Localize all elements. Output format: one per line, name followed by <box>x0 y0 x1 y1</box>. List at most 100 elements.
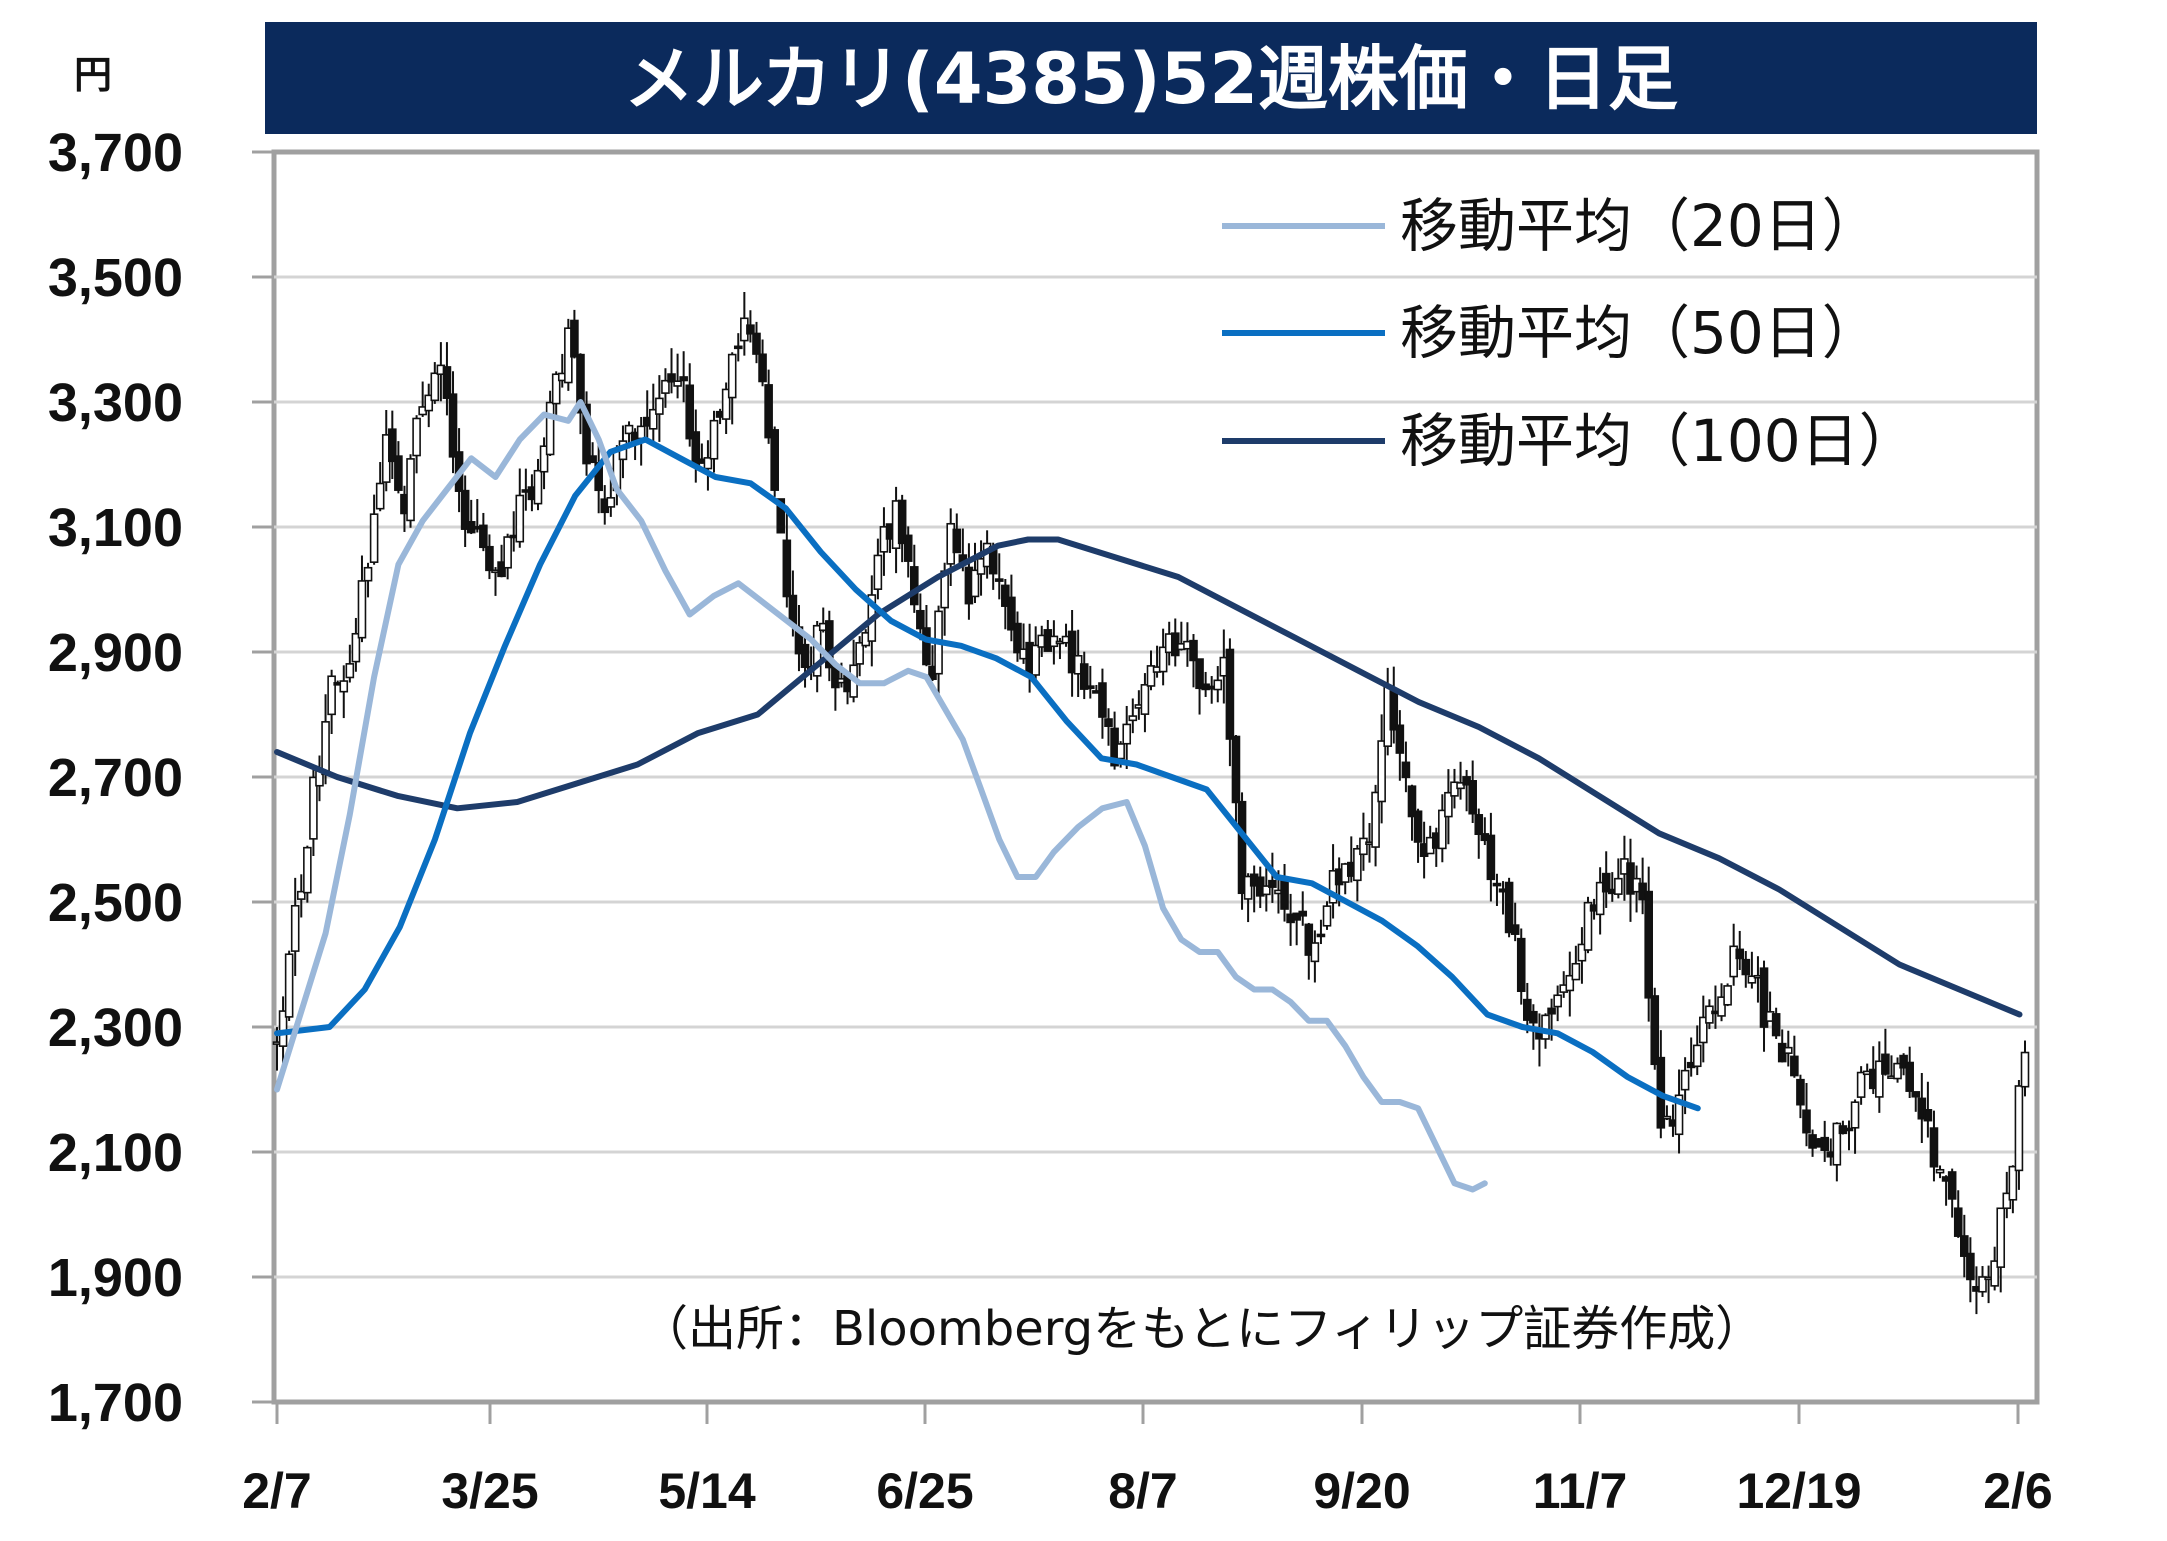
candle <box>1917 1073 1927 1144</box>
candle <box>903 526 913 578</box>
candle <box>1832 1122 1842 1182</box>
candle-body <box>1680 1069 1690 1091</box>
candle-body <box>460 489 470 530</box>
y-tick-label: 1,900 <box>48 1248 183 1308</box>
candle <box>351 617 361 672</box>
candle <box>1953 1190 1963 1238</box>
candle <box>1583 896 1593 954</box>
candle-body <box>1359 837 1368 856</box>
candle <box>1571 945 1581 981</box>
candle <box>1486 812 1496 902</box>
y-tick-label: 3,700 <box>48 123 183 183</box>
legend: 移動平均（20日） 移動平均（50日） 移動平均（100日） <box>1222 192 1917 475</box>
candle-body <box>296 890 306 900</box>
candle-body <box>1644 890 1653 999</box>
candle <box>375 462 385 512</box>
candle-body <box>363 566 373 582</box>
candle-body <box>375 482 385 510</box>
candle-body <box>1547 1007 1556 1015</box>
candle <box>1122 705 1132 770</box>
candle <box>1796 1074 1805 1119</box>
candle <box>1996 1207 2006 1293</box>
y-axis-ticks: 1,700 1,900 2,100 2,300 2,500 2,700 2,900 3,100… <box>48 123 274 1433</box>
legend-label-ma100: 移動平均（100日） <box>1400 407 1917 475</box>
candle-body <box>284 953 294 1018</box>
candle-body <box>970 569 980 598</box>
candle-body <box>357 580 367 639</box>
candlesticks <box>272 291 2030 1315</box>
candle-body <box>1614 877 1623 895</box>
candle <box>1850 1099 1860 1154</box>
candle-body <box>1280 880 1289 910</box>
candle-body <box>1783 1046 1793 1054</box>
candle <box>873 538 883 600</box>
candle <box>1911 1091 1921 1112</box>
candle <box>952 513 962 554</box>
candle <box>897 494 907 563</box>
candle <box>1717 983 1726 1022</box>
candle <box>994 553 1004 600</box>
candle-body <box>1674 1094 1684 1136</box>
candle <box>1662 1105 1672 1121</box>
candle-body <box>570 319 579 358</box>
candle <box>1510 902 1520 942</box>
candle-body <box>1237 800 1247 895</box>
y-tick-label: 2,700 <box>48 748 183 808</box>
candle-body <box>855 642 864 665</box>
candle <box>1790 1035 1799 1078</box>
candle <box>460 475 470 548</box>
candle-body <box>1304 923 1314 956</box>
candle-body <box>655 397 664 415</box>
candle <box>1079 651 1089 700</box>
candle-body <box>1583 901 1593 951</box>
candle <box>1304 922 1314 980</box>
x-tick-label: 11/7 <box>1533 1463 1628 1519</box>
candle <box>1353 844 1362 902</box>
candle <box>1674 1069 1684 1154</box>
y-tick-label: 2,500 <box>48 873 183 933</box>
candle <box>1978 1266 1987 1297</box>
candle-body <box>1881 1053 1890 1075</box>
candle <box>448 371 458 474</box>
x-tick-label: 12/19 <box>1736 1463 1861 1519</box>
candle-body <box>1771 1013 1781 1037</box>
candle-body <box>1492 882 1502 887</box>
candle-body <box>1595 881 1605 916</box>
candle <box>1893 1057 1902 1083</box>
candle <box>1692 1025 1702 1076</box>
candle-body <box>1729 945 1738 978</box>
candle <box>1316 919 1326 945</box>
candle-body <box>1371 791 1380 848</box>
candle-body <box>1565 974 1575 992</box>
candle-body <box>673 380 682 387</box>
candle-body <box>685 384 695 440</box>
candle-body <box>661 379 670 394</box>
candle-body <box>1966 1252 1975 1281</box>
candle-body <box>1917 1097 1927 1120</box>
candle <box>1735 930 1745 971</box>
candle-body <box>1650 995 1660 1066</box>
candle <box>1298 891 1308 926</box>
candle-body <box>1353 847 1362 882</box>
candle <box>1966 1237 1975 1303</box>
candle-body <box>479 524 488 549</box>
candle-body <box>1529 1010 1538 1024</box>
candle-body <box>442 366 452 399</box>
x-tick-label: 6/25 <box>876 1463 973 1519</box>
candle <box>1158 628 1168 686</box>
candle-body <box>606 497 616 508</box>
candle-body <box>1523 998 1532 1021</box>
candle <box>916 593 925 641</box>
candle-body <box>576 353 585 414</box>
candle-body <box>1717 996 1726 1017</box>
candle-body <box>922 627 931 666</box>
candle <box>1237 792 1247 910</box>
candle <box>1444 769 1453 845</box>
candle-body <box>770 429 779 491</box>
candle <box>1923 1081 1933 1138</box>
candle <box>1195 658 1204 715</box>
candle <box>406 454 415 528</box>
ma100-line <box>274 536 2023 1018</box>
candle <box>576 353 585 435</box>
candle <box>1395 710 1405 781</box>
